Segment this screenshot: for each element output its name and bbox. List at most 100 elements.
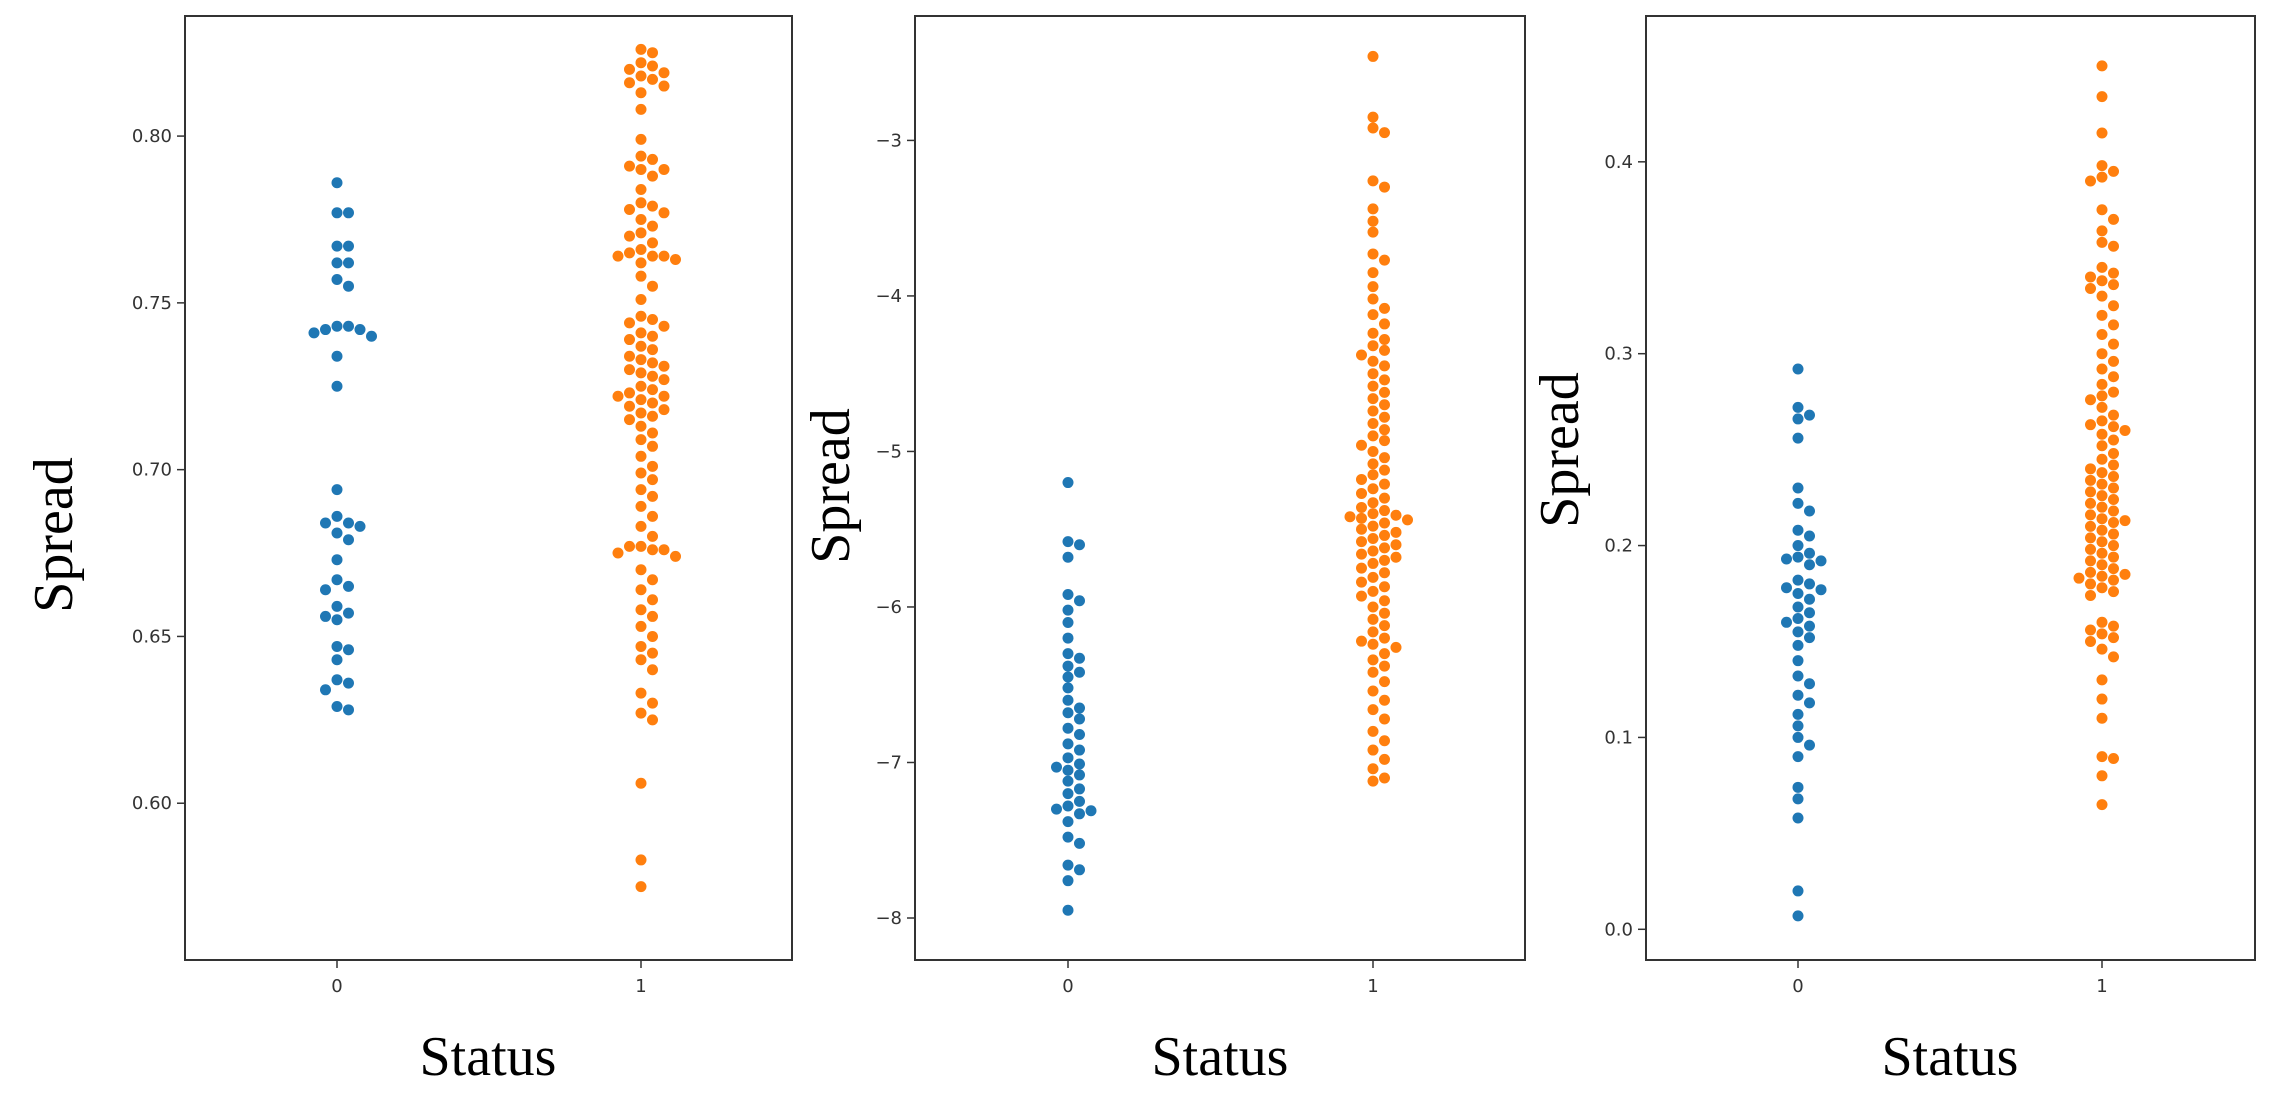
y-tick-label: 0.75 [132,293,172,314]
data-point [1390,526,1402,538]
data-point [1367,355,1379,367]
data-point [1062,738,1074,750]
data-point [2096,453,2108,465]
data-point [635,584,647,596]
data-point [343,257,354,269]
data-point [1367,293,1379,305]
data-point [2085,463,2096,475]
data-point [2108,338,2119,350]
data-point [1074,758,1085,770]
data-point [1062,707,1074,719]
x-tick-label: 1 [2096,976,2107,997]
data-point [2096,127,2108,139]
data-point [331,274,343,286]
data-point [2085,543,2096,555]
data-point [1356,512,1367,524]
data-point [1356,439,1367,451]
data-point [624,540,635,552]
data-point [2096,348,2108,360]
data-point [1074,713,1085,725]
data-point [2108,482,2119,494]
data-point [635,687,647,699]
data-point [624,77,635,89]
data-point [1379,478,1390,490]
data-point [1356,548,1367,560]
data-point [635,183,647,195]
data-point [647,427,658,439]
data-point [331,380,343,392]
data-point [1390,641,1402,653]
data-point [1356,523,1367,535]
data-point [2096,559,2108,571]
data-point [1356,562,1367,574]
data-point [1062,816,1074,828]
data-point [1379,344,1390,356]
data-point [1356,473,1367,485]
data-point [1367,111,1379,123]
data-point [658,390,670,402]
data-point [2108,447,2119,459]
data-point [624,203,635,215]
y-tick-label: 0.4 [1604,152,1633,173]
data-point [2096,628,2108,640]
y-axis-label: Spread [800,408,862,564]
y-tick-label: 0.65 [132,626,172,647]
y-tick-label: 0.1 [1604,727,1633,748]
data-point [2096,91,2108,103]
data-point [331,177,343,189]
data-point [635,294,647,306]
data-point [1074,595,1085,607]
data-point [1781,553,1792,565]
data-point [635,257,647,269]
data-point [2108,528,2119,540]
data-point [658,360,670,372]
data-point [2085,509,2096,521]
data-point [1367,520,1379,532]
data-point [658,80,670,92]
data-point [1792,670,1804,682]
data-point [1051,761,1062,773]
data-point [1379,581,1390,593]
data-point [1062,904,1074,916]
data-point [624,63,635,75]
data-point [2096,440,2108,452]
data-point [1804,530,1815,542]
data-point [647,697,658,709]
data-point [1792,720,1804,732]
data-point [2096,616,2108,628]
data-point [1062,831,1074,843]
data-point [1074,864,1085,876]
data-point [1367,393,1379,405]
y-axis-label: Spread [1529,372,1591,528]
data-point [658,67,670,79]
x-tick-label: 0 [1792,976,1803,997]
x-tick-label: 0 [331,976,342,997]
data-point [647,280,658,292]
data-point [635,394,647,406]
data-point [1062,617,1074,629]
y-tick-label: 0.70 [132,460,172,481]
data-point [1367,458,1379,470]
data-point [1379,648,1390,660]
data-point [647,594,658,606]
data-point [635,43,647,55]
data-point [1074,728,1085,740]
data-point [1804,559,1815,571]
data-point [1367,226,1379,238]
data-point [1367,601,1379,613]
data-point [2108,586,2119,598]
data-point [1379,386,1390,398]
data-point [343,534,354,546]
data-point [1792,910,1804,922]
data-point [2085,635,2096,647]
data-point [1379,713,1390,725]
data-point [1379,399,1390,411]
data-point [1085,805,1097,817]
data-point [1792,612,1804,624]
data-point [331,614,343,626]
data-point [647,647,658,659]
data-point [1367,175,1379,187]
data-point [1402,514,1413,526]
data-point [1062,752,1074,764]
